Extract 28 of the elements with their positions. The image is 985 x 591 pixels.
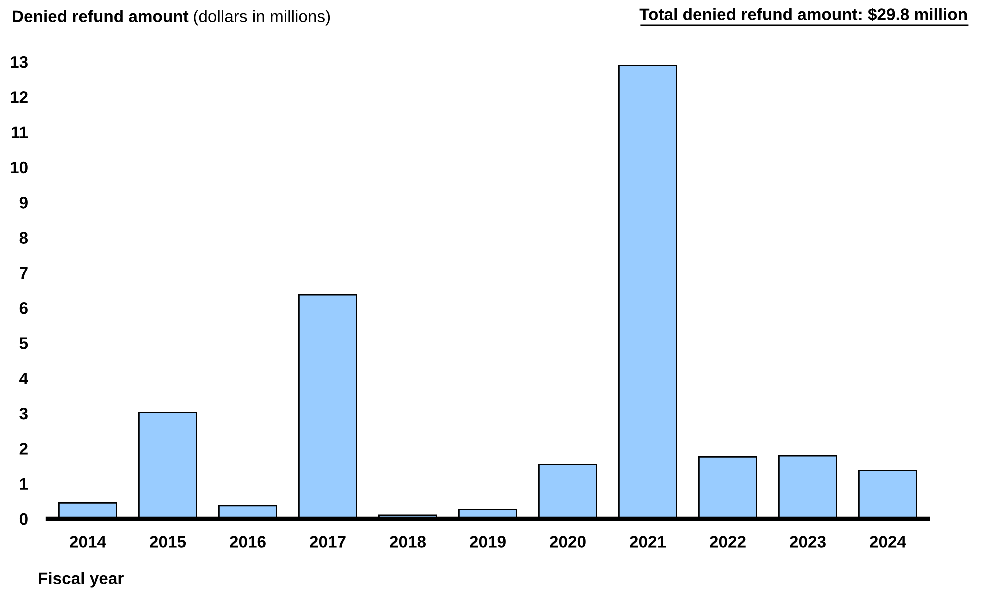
y-tick-label: 0 [20, 513, 28, 526]
x-tick-label: 2024 [870, 536, 906, 548]
y-tick-label: 2 [20, 443, 28, 455]
y-tick-label: 8 [20, 232, 28, 244]
text: Total denied refund amount: $29.8 million [640, 8, 967, 22]
x-tick-label: 2014 [70, 536, 106, 548]
y-tick-label: 5 [20, 338, 28, 350]
y-tick-label: 13 [11, 56, 28, 68]
y-tick-label: 6 [20, 302, 28, 314]
x-tick-label: 2017 [310, 536, 346, 548]
x-tick-label: 2020 [550, 536, 586, 548]
x-tick-label: 2016 [230, 536, 266, 548]
y-tick-label: 7 [20, 267, 28, 279]
x-tick-label: 2021 [630, 536, 666, 548]
y-tick-label: 10 [11, 162, 28, 174]
y-tick-label: 11 [12, 126, 28, 138]
x-tick-label: 2019 [470, 536, 506, 548]
y-tick-label: 9 [20, 197, 28, 209]
x-axis-title: Fiscal year [39, 572, 124, 588]
y-tick-label: 12 [11, 92, 28, 104]
y-tick-label: 3 [20, 408, 28, 420]
x-tick-label: 2023 [790, 536, 826, 548]
x-tick-label: 2015 [150, 536, 186, 548]
y-axis-title: Denied refund amount (dollars in millions) [13, 10, 330, 26]
y-tick-label: 1 [20, 478, 28, 490]
x-tick-label: 2018 [390, 536, 426, 548]
x-tick-label: 2022 [710, 536, 746, 548]
y-tick-label: 4 [20, 372, 28, 384]
